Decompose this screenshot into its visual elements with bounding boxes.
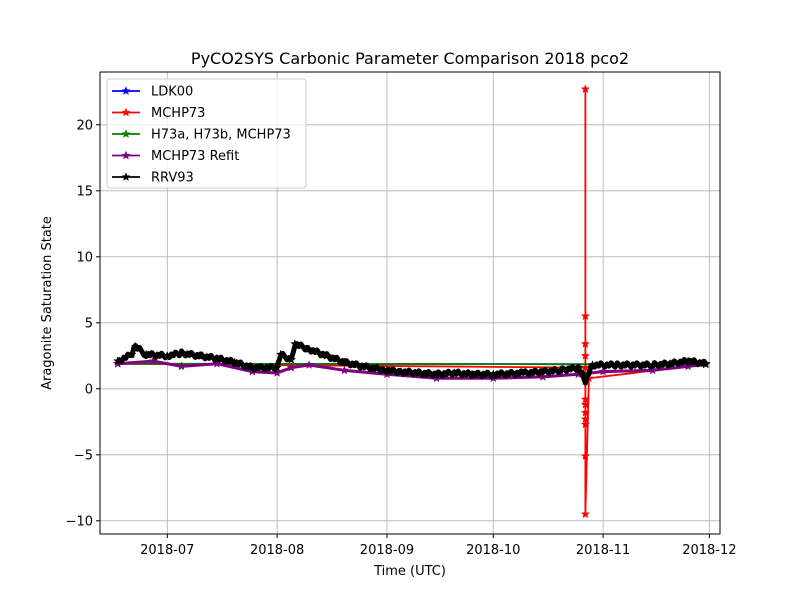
data-point bbox=[683, 356, 693, 366]
data-point bbox=[286, 354, 296, 364]
data-point bbox=[665, 358, 676, 368]
series-layer bbox=[113, 84, 711, 519]
y-tick-label: −5 bbox=[74, 448, 93, 463]
data-point bbox=[580, 339, 591, 348]
legend-label: MCHP73 bbox=[151, 106, 205, 121]
legend-marker bbox=[121, 172, 131, 181]
plot-frame bbox=[99, 71, 721, 535]
data-point bbox=[357, 361, 367, 371]
y-tick-label: 15 bbox=[76, 184, 93, 199]
legend-label: MCHP73 Refit bbox=[151, 149, 239, 164]
data-point bbox=[304, 344, 314, 354]
data-point bbox=[414, 368, 424, 377]
data-point bbox=[555, 365, 566, 375]
legend-label: LDK00 bbox=[151, 85, 193, 100]
data-point bbox=[290, 339, 300, 348]
data-point bbox=[573, 362, 583, 372]
data-point bbox=[431, 369, 442, 379]
data-point bbox=[449, 368, 459, 377]
data-point bbox=[382, 365, 392, 375]
x-tick-label: 2018-11 bbox=[576, 543, 630, 558]
series-2 bbox=[113, 84, 711, 519]
legend-marker bbox=[121, 129, 131, 138]
legend-entry: MCHP73 bbox=[112, 106, 205, 121]
grid bbox=[100, 72, 720, 534]
x-axis: 2018-07 2018-08 2018-09 2018-10 2018-11 2018-… bbox=[140, 534, 737, 558]
data-point bbox=[580, 84, 591, 94]
y-tick-label: 0 bbox=[85, 382, 93, 397]
legend-label: H73a, H73b, MCHP73 bbox=[151, 128, 291, 143]
data-point bbox=[580, 350, 591, 360]
y-axis: −10 −5 0 5 10 15 20 bbox=[66, 118, 100, 529]
legend-label: RRV93 bbox=[151, 171, 194, 186]
data-point bbox=[580, 414, 591, 424]
data-point bbox=[272, 362, 282, 372]
y-tick-label: 5 bbox=[85, 316, 93, 331]
x-tick-label: 2018-10 bbox=[466, 543, 520, 558]
x-axis-label: Time (UTC) bbox=[373, 564, 446, 579]
data-point bbox=[162, 350, 172, 360]
data-point bbox=[229, 357, 240, 367]
data-point bbox=[194, 350, 204, 360]
legend-entry: RRV93 bbox=[112, 171, 194, 186]
x-tick-label: 2018-07 bbox=[140, 543, 194, 558]
x-tick-label: 2018-09 bbox=[360, 543, 414, 558]
data-point bbox=[339, 357, 350, 367]
data-point bbox=[612, 360, 622, 370]
y-tick-label: −10 bbox=[66, 514, 93, 529]
data-point bbox=[396, 366, 406, 376]
legend-entry: MCHP73 Refit bbox=[112, 149, 239, 164]
data-point bbox=[467, 369, 477, 379]
data-point bbox=[580, 451, 591, 461]
chart-title: PyCO2SYS Carbonic Parameter Comparison 2… bbox=[191, 49, 629, 68]
legend-box bbox=[106, 78, 307, 189]
data-point bbox=[488, 369, 498, 379]
legend-entry: LDK00 bbox=[112, 85, 193, 100]
legend-marker bbox=[121, 107, 131, 117]
data-point bbox=[322, 350, 332, 360]
data-point bbox=[130, 341, 141, 351]
data-point bbox=[580, 375, 591, 385]
data-point bbox=[587, 360, 598, 370]
data-point bbox=[113, 356, 123, 366]
data-point bbox=[580, 311, 591, 321]
y-tick-label: 20 bbox=[76, 118, 93, 133]
data-point bbox=[520, 368, 530, 377]
data-point bbox=[598, 366, 608, 376]
legend-entries: LDK00 MCHP73 H73a, H73b, MCHP73 MCHP73 Refi… bbox=[112, 85, 291, 186]
data-point bbox=[580, 394, 591, 404]
legend-marker bbox=[121, 86, 131, 95]
data-point bbox=[580, 509, 591, 519]
data-point bbox=[286, 362, 296, 372]
series-5 bbox=[113, 339, 711, 386]
data-point bbox=[304, 360, 314, 370]
data-point bbox=[176, 348, 187, 358]
legend-marker bbox=[121, 150, 131, 160]
data-point bbox=[276, 349, 286, 359]
data-point bbox=[141, 349, 151, 359]
data-point bbox=[212, 353, 222, 363]
x-tick-label: 2018-08 bbox=[250, 543, 304, 558]
data-point bbox=[127, 349, 137, 359]
data-point bbox=[247, 362, 258, 372]
data-point bbox=[176, 361, 187, 371]
data-point bbox=[701, 358, 711, 368]
series-line bbox=[117, 359, 706, 380]
legend: LDK00 MCHP73 H73a, H73b, MCHP73 MCHP73 Refi… bbox=[106, 78, 307, 189]
y-tick-label: 10 bbox=[76, 250, 93, 265]
data-point bbox=[580, 399, 591, 409]
legend-entry: H73a, H73b, MCHP73 bbox=[112, 128, 291, 143]
data-point bbox=[339, 365, 350, 375]
data-point bbox=[580, 419, 591, 429]
data-point bbox=[648, 360, 658, 370]
y-axis-label: Aragonite Saturation State bbox=[40, 216, 55, 390]
x-tick-label: 2018-12 bbox=[682, 543, 736, 558]
